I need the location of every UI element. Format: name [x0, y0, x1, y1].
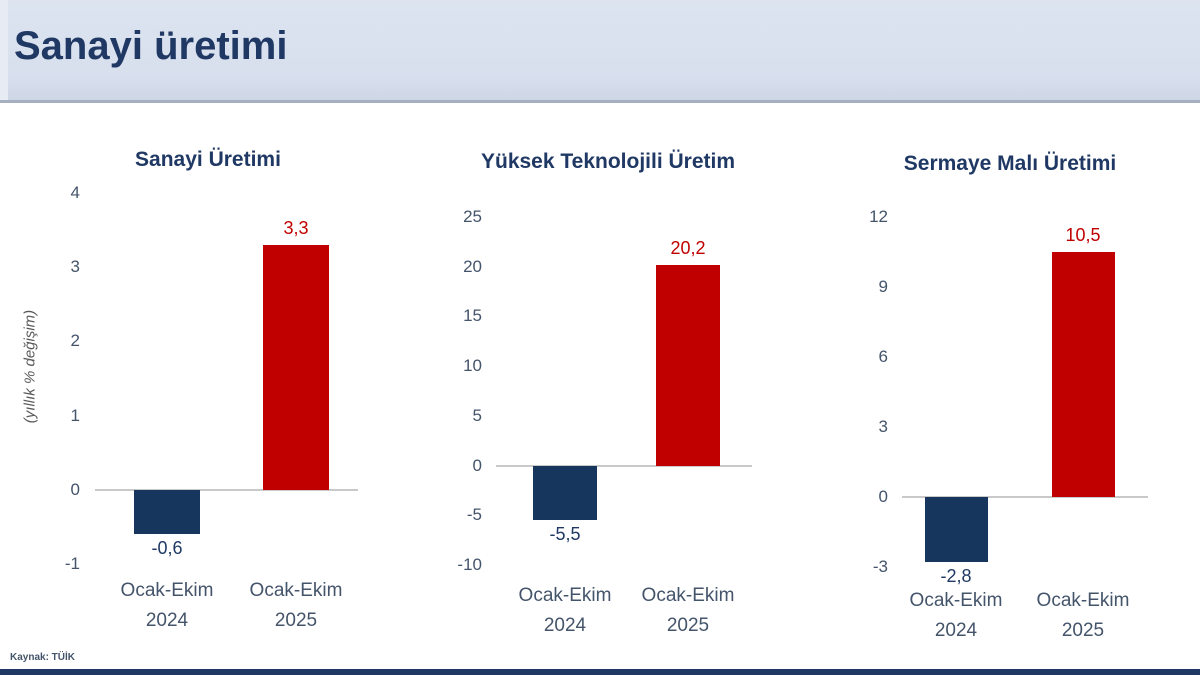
footer-accent-bar: [0, 669, 1200, 675]
y-tick-label: -10: [457, 555, 482, 574]
x-category-label: Ocak-Ekim: [909, 590, 1003, 611]
bar-2024: [134, 489, 200, 535]
y-tick-label: -3: [872, 557, 888, 576]
bar-value-label: -2,8: [940, 566, 972, 587]
y-tick-label: 6: [878, 347, 888, 366]
x-category-label: 2024: [543, 615, 587, 636]
bar-2025: [1051, 252, 1115, 497]
bar-value-label: 20,2: [670, 237, 706, 258]
page-title: Sanayi üretimi: [14, 24, 288, 68]
source-note: Kaynak: TÜİK: [10, 652, 76, 663]
header-band: Sanayi üretimi: [0, 0, 1200, 103]
x-category-label: 2025: [1061, 620, 1105, 641]
y-tick-label: -5: [466, 505, 482, 525]
y-tick-label: 4: [70, 183, 80, 202]
x-category-label: 2024: [145, 610, 189, 631]
chart-title: Sermaye Malı Üretimi: [903, 152, 1117, 175]
bar-value-label: -0,6: [151, 538, 183, 559]
y-axis-label: (yıllık % değişim): [21, 309, 39, 424]
x-category-label: 2025: [274, 610, 318, 631]
x-category-label: Ocak-Ekim: [518, 585, 612, 606]
y-tick-label: 12: [869, 207, 888, 226]
bar-2025: [263, 244, 329, 490]
bar-value-label: -5,5: [549, 524, 581, 545]
x-category-label: Ocak-Ekim: [249, 580, 343, 601]
y-tick-label: 0: [878, 487, 888, 506]
x-category-label: 2025: [666, 615, 710, 636]
y-tick-label: 1: [70, 405, 80, 425]
axis-zero-line: [496, 464, 752, 467]
y-tick-label: 3: [878, 417, 888, 436]
bar-value-label: 3,3: [283, 217, 309, 238]
bar-2024: [924, 497, 988, 563]
y-tick-label: 25: [463, 207, 482, 226]
chart-title: Sanayi Üretimi: [135, 148, 281, 171]
axis-zero-line: [95, 488, 358, 491]
y-tick-label: 9: [878, 277, 888, 296]
bar-2025: [656, 264, 720, 466]
x-category-label: 2024: [934, 620, 978, 641]
y-tick-label: 15: [463, 306, 482, 326]
header-left-strip: [0, 0, 8, 100]
y-tick-label: 10: [463, 356, 482, 376]
y-tick-label: 20: [463, 256, 482, 276]
y-tick-label: -1: [64, 554, 80, 573]
x-category-label: Ocak-Ekim: [120, 580, 214, 601]
axis-zero-line: [902, 496, 1148, 498]
x-category-label: Ocak-Ekim: [1036, 590, 1130, 611]
y-tick-label: 0: [70, 479, 80, 499]
y-tick-label: 0: [472, 455, 482, 475]
x-category-label: Ocak-Ekim: [641, 585, 735, 606]
bar-value-label: 10,5: [1065, 225, 1101, 245]
y-tick-label: 2: [70, 331, 80, 351]
bar-2024: [533, 465, 597, 521]
y-tick-label: 3: [70, 257, 80, 277]
chart-title: Yüksek Teknolojili Üretim: [480, 150, 736, 173]
y-tick-label: 5: [472, 405, 482, 425]
